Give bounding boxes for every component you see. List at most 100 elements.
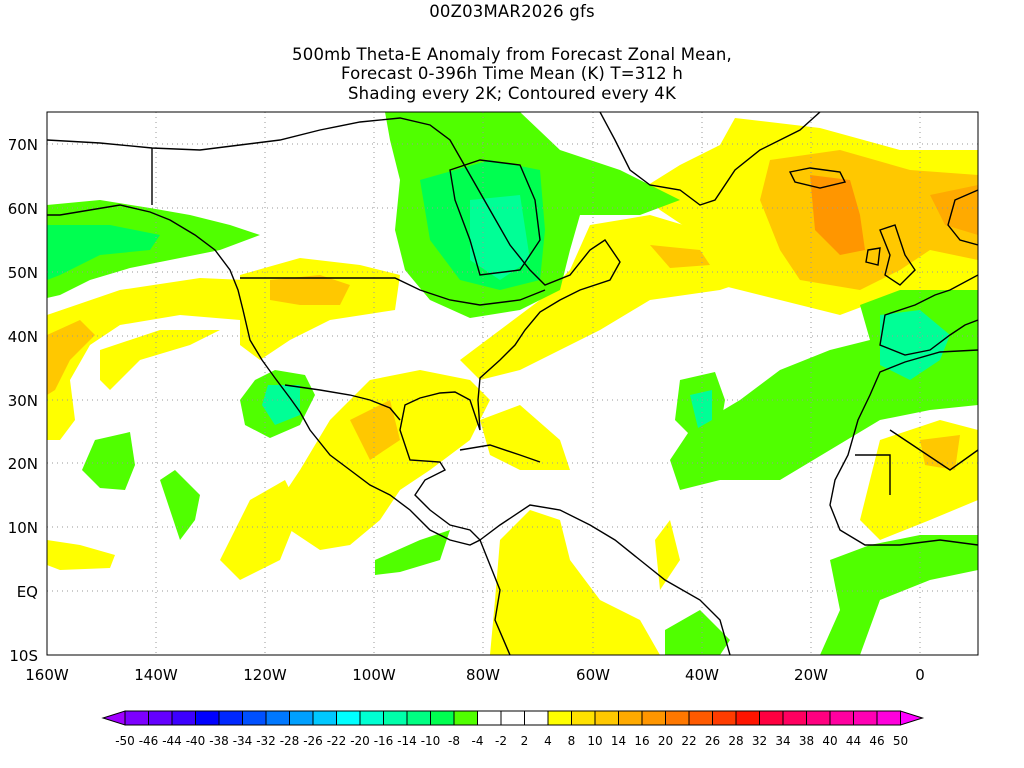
colorbar-box: [735, 710, 760, 726]
colorbar-label: -14: [397, 734, 417, 748]
coast-greenland: [599, 112, 821, 206]
colorbar-label: -20: [350, 734, 370, 748]
anomaly-iberia-green2: [880, 310, 950, 380]
anomaly-mexico-band-amber: [350, 400, 400, 460]
colorbar-label: -46: [139, 734, 159, 748]
colorbar-label: -32: [256, 734, 276, 748]
anomaly-nw-us-amber: [270, 275, 350, 305]
colorbar-label: -44: [162, 734, 182, 748]
anomaly-gulf-of-alaska-green2: [47, 225, 160, 280]
lat-label: 10N: [8, 519, 38, 537]
colorbar-box: [242, 710, 267, 726]
colorbar-label: 2: [521, 734, 529, 748]
colorbar-label: 26: [705, 734, 720, 748]
colorbar-box: [289, 710, 314, 726]
gridlines: [47, 112, 978, 655]
colorbar-label: -16: [374, 734, 394, 748]
anomaly-pacific-green-streak: [160, 470, 200, 540]
lon-label: 120W: [243, 666, 287, 684]
lat-label: 10S: [9, 647, 38, 665]
colorbar-label: -2: [495, 734, 507, 748]
anomaly-gulf-guinea-green: [820, 535, 978, 655]
anomaly-west-pacific-yellow: [47, 540, 115, 570]
colorbar-label: 40: [822, 734, 837, 748]
lat-label: 60N: [8, 200, 38, 218]
anomaly-subtropical-atlantic-green2: [690, 390, 712, 428]
coast-british-isles: [865, 224, 916, 286]
colorbar-label: 22: [681, 734, 696, 748]
anomaly-nw-us-yellow: [240, 258, 400, 360]
colorbar-box: [594, 710, 619, 726]
colorbar-label: -22: [327, 734, 347, 748]
colorbar-label: -34: [233, 734, 253, 748]
colorbar-box: [782, 710, 807, 726]
colorbar-box: [359, 710, 384, 726]
lon-label: 160W: [25, 666, 69, 684]
colorbar-box: [265, 710, 290, 726]
lon-label: 20W: [794, 666, 828, 684]
colorbar-label: 4: [544, 734, 552, 748]
coast-africa: [829, 349, 978, 546]
colorbar-label: -40: [186, 734, 206, 748]
coast-hudson-bay: [449, 159, 541, 276]
colorbar-label: -28: [280, 734, 300, 748]
anomaly-sahara-amber: [920, 435, 960, 470]
colorbar-label: 50: [893, 734, 908, 748]
title-line-3: Forecast 0-396h Time Mean (K) T=312 h: [341, 64, 683, 83]
colorbar-box: [759, 710, 784, 726]
colorbar-box: [641, 710, 666, 726]
colorbar-box: [500, 710, 525, 726]
colorbar-box: [665, 710, 690, 726]
colorbar-box: [383, 710, 408, 726]
colorbar: -50 -46 -44 -40 -38 -34 -32 -28 -26 -22 -20 -16 -14-…: [101, 710, 925, 748]
lon-label: 100W: [352, 666, 396, 684]
anomaly-gulf-of-alaska-green: [47, 200, 260, 298]
colorbar-label: 34: [775, 734, 790, 748]
colorbar-box: [195, 710, 220, 726]
colorbar-label: 44: [846, 734, 861, 748]
border-africa-west: [855, 429, 978, 495]
anomaly-sahara-yellow: [860, 420, 978, 540]
coast-south-america: [479, 504, 731, 655]
lon-label: 0: [915, 666, 925, 684]
anomaly-pacific-band-yellow: [47, 278, 245, 440]
colorbar-box: [430, 710, 455, 726]
anomaly-europe-orange: [930, 185, 978, 235]
colorbar-box: [171, 710, 196, 726]
anomaly-eastern-pacific-green: [375, 530, 450, 575]
anomaly-baja-green2: [262, 385, 300, 425]
colorbar-box: [524, 710, 549, 726]
colorbar-box: [712, 710, 737, 726]
lon-label: 60W: [576, 666, 610, 684]
colorbar-label: -38: [209, 734, 229, 748]
colorbar-box: [829, 710, 854, 726]
anomaly-pacific-arc-yellow: [100, 330, 220, 390]
colorbar-box: [571, 710, 596, 726]
lon-label: 40W: [685, 666, 719, 684]
coast-europe: [879, 189, 978, 356]
colorbar-high-triangle: [900, 710, 925, 726]
colorbar-label: 32: [752, 734, 767, 748]
colorbar-box: [124, 710, 149, 726]
anomaly-canada-green3: [470, 195, 530, 280]
colorbar-label: 8: [568, 734, 576, 748]
title-line-2: 500mb Theta-E Anomaly from Forecast Zona…: [292, 45, 732, 64]
lat-label: EQ: [17, 583, 38, 601]
coast-cuba: [459, 444, 541, 463]
colorbar-low-triangle: [101, 710, 126, 726]
colorbar-box: [688, 710, 713, 726]
lat-label: 30N: [8, 392, 38, 410]
colorbar-box: [453, 710, 478, 726]
colorbar-label: -8: [448, 734, 460, 748]
anomaly-north-atlantic-orange: [810, 175, 865, 255]
lat-label: 70N: [8, 136, 38, 154]
anomaly-mexico-band-yellow: [280, 370, 490, 550]
colorbar-label: 28: [728, 734, 743, 748]
colorbar-box: [477, 710, 502, 726]
colorbar-label: -4: [472, 734, 484, 748]
lat-label: 50N: [8, 264, 38, 282]
coast-north-america: [47, 117, 621, 546]
anomaly-south-america-yellow: [490, 510, 660, 655]
colorbar-label: 20: [658, 734, 673, 748]
